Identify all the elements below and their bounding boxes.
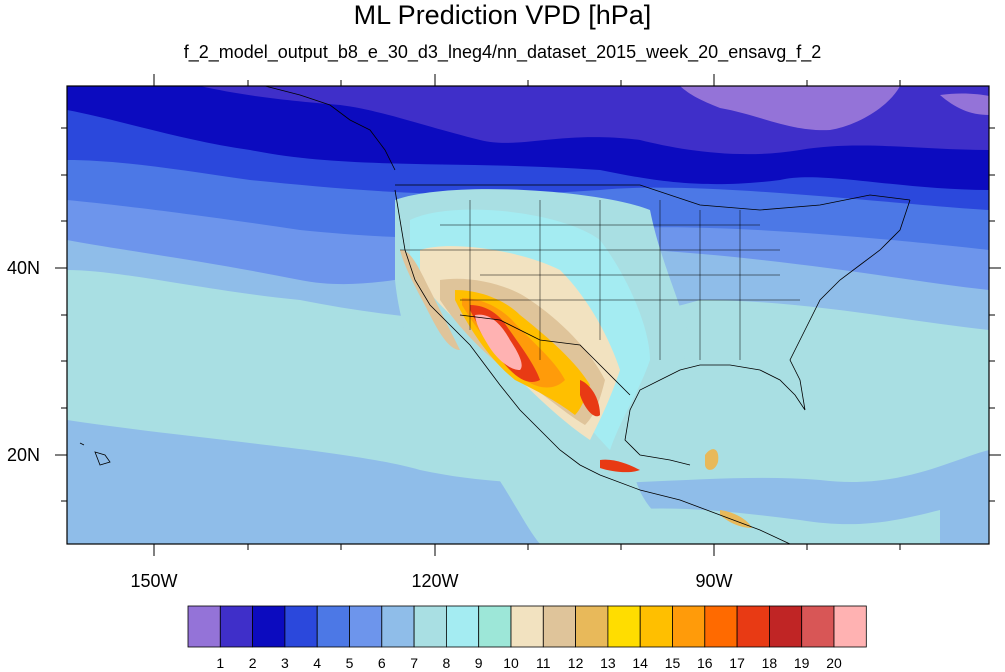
coast-atlantic-gulf: [624, 199, 911, 466]
lon-label-120w: 120W: [411, 571, 459, 591]
colorbar-box-4: [316, 605, 350, 648]
colorbar-box-0: [187, 605, 221, 648]
field-california-coast: [400, 249, 460, 350]
colorbar: [187, 605, 867, 648]
field-min-atlantic: [940, 93, 989, 115]
colorbar-box-14: [639, 605, 673, 648]
field-west-20: [475, 314, 522, 370]
lat-label-40n: 40N: [6, 258, 40, 278]
colorbar-box-8: [445, 605, 480, 648]
colorbar-box-16: [704, 605, 738, 648]
colorbar-label-16: 16: [697, 655, 713, 671]
colorbar-box-15: [672, 605, 706, 648]
map-subtitle: f_2_model_output_b8_e_30_d3_lneg4/nn_dat…: [183, 42, 822, 62]
colorbar-label-5: 5: [345, 655, 354, 671]
colorbar-label-17: 17: [729, 655, 745, 671]
colorbar-label-11: 11: [536, 655, 551, 671]
colorbar-box-19: [801, 605, 835, 648]
map-title: ML Prediction VPD [hPa]: [353, 0, 652, 30]
axis-ticks: [55, 74, 1001, 556]
colorbar-label-1: 1: [216, 655, 225, 671]
colorbar-label-10: 10: [503, 655, 519, 671]
colorbar-label-3: 3: [280, 655, 289, 671]
colorbar-box-17: [736, 605, 770, 648]
colorbar-label-14: 14: [632, 655, 648, 671]
field-band-tropics: [67, 420, 989, 544]
colorbar-box-6: [381, 605, 415, 648]
colorbar-box-9: [478, 605, 512, 648]
state-borders: [400, 200, 800, 360]
colorbar-box-12: [575, 605, 609, 648]
coast-alaska: [264, 86, 396, 171]
colorbar-label-6: 6: [377, 655, 386, 671]
field-local-central-america: [705, 449, 719, 470]
colorbar-label-20: 20: [826, 655, 842, 671]
lon-label-90w: 90W: [695, 571, 733, 591]
colorbar-box-7: [413, 605, 447, 648]
colorbar-label-9: 9: [474, 655, 483, 671]
colorbar-label-4: 4: [313, 655, 322, 671]
colorbar-box-20: [833, 605, 867, 648]
colorbar-label-12: 12: [567, 655, 584, 671]
coast-pacific: [394, 189, 791, 544]
lat-label-20n: 20N: [6, 445, 40, 465]
lon-label-150w: 150W: [130, 571, 178, 591]
hawaii: [79, 442, 111, 466]
coastlines: [79, 86, 911, 544]
colorbar-label-18: 18: [761, 655, 778, 671]
field-min-northeast: [680, 86, 900, 131]
colorbar-box-10: [510, 605, 544, 648]
vpd-field: [67, 86, 989, 544]
colorbar-label-7: 7: [410, 655, 418, 671]
colorbar-label-19: 19: [793, 655, 810, 671]
colorbar-box-5: [349, 605, 383, 648]
field-max-mexico: [580, 380, 600, 417]
colorbar-label-8: 8: [442, 655, 451, 671]
field-local-panama: [720, 510, 752, 528]
colorbar-label-2: 2: [248, 655, 257, 671]
colorbar-box-1: [219, 605, 254, 648]
colorbar-box-18: [769, 605, 803, 648]
colorbar-label-13: 13: [600, 655, 616, 671]
border-mexico: [459, 314, 631, 396]
colorbar-box-13: [607, 605, 641, 648]
field-max-south: [600, 459, 640, 473]
border-canada: [395, 184, 911, 211]
colorbar-box-2: [252, 605, 286, 648]
colorbar-box-3: [284, 605, 318, 648]
colorbar-box-11: [542, 605, 576, 648]
colorbar-label-15: 15: [664, 655, 681, 671]
